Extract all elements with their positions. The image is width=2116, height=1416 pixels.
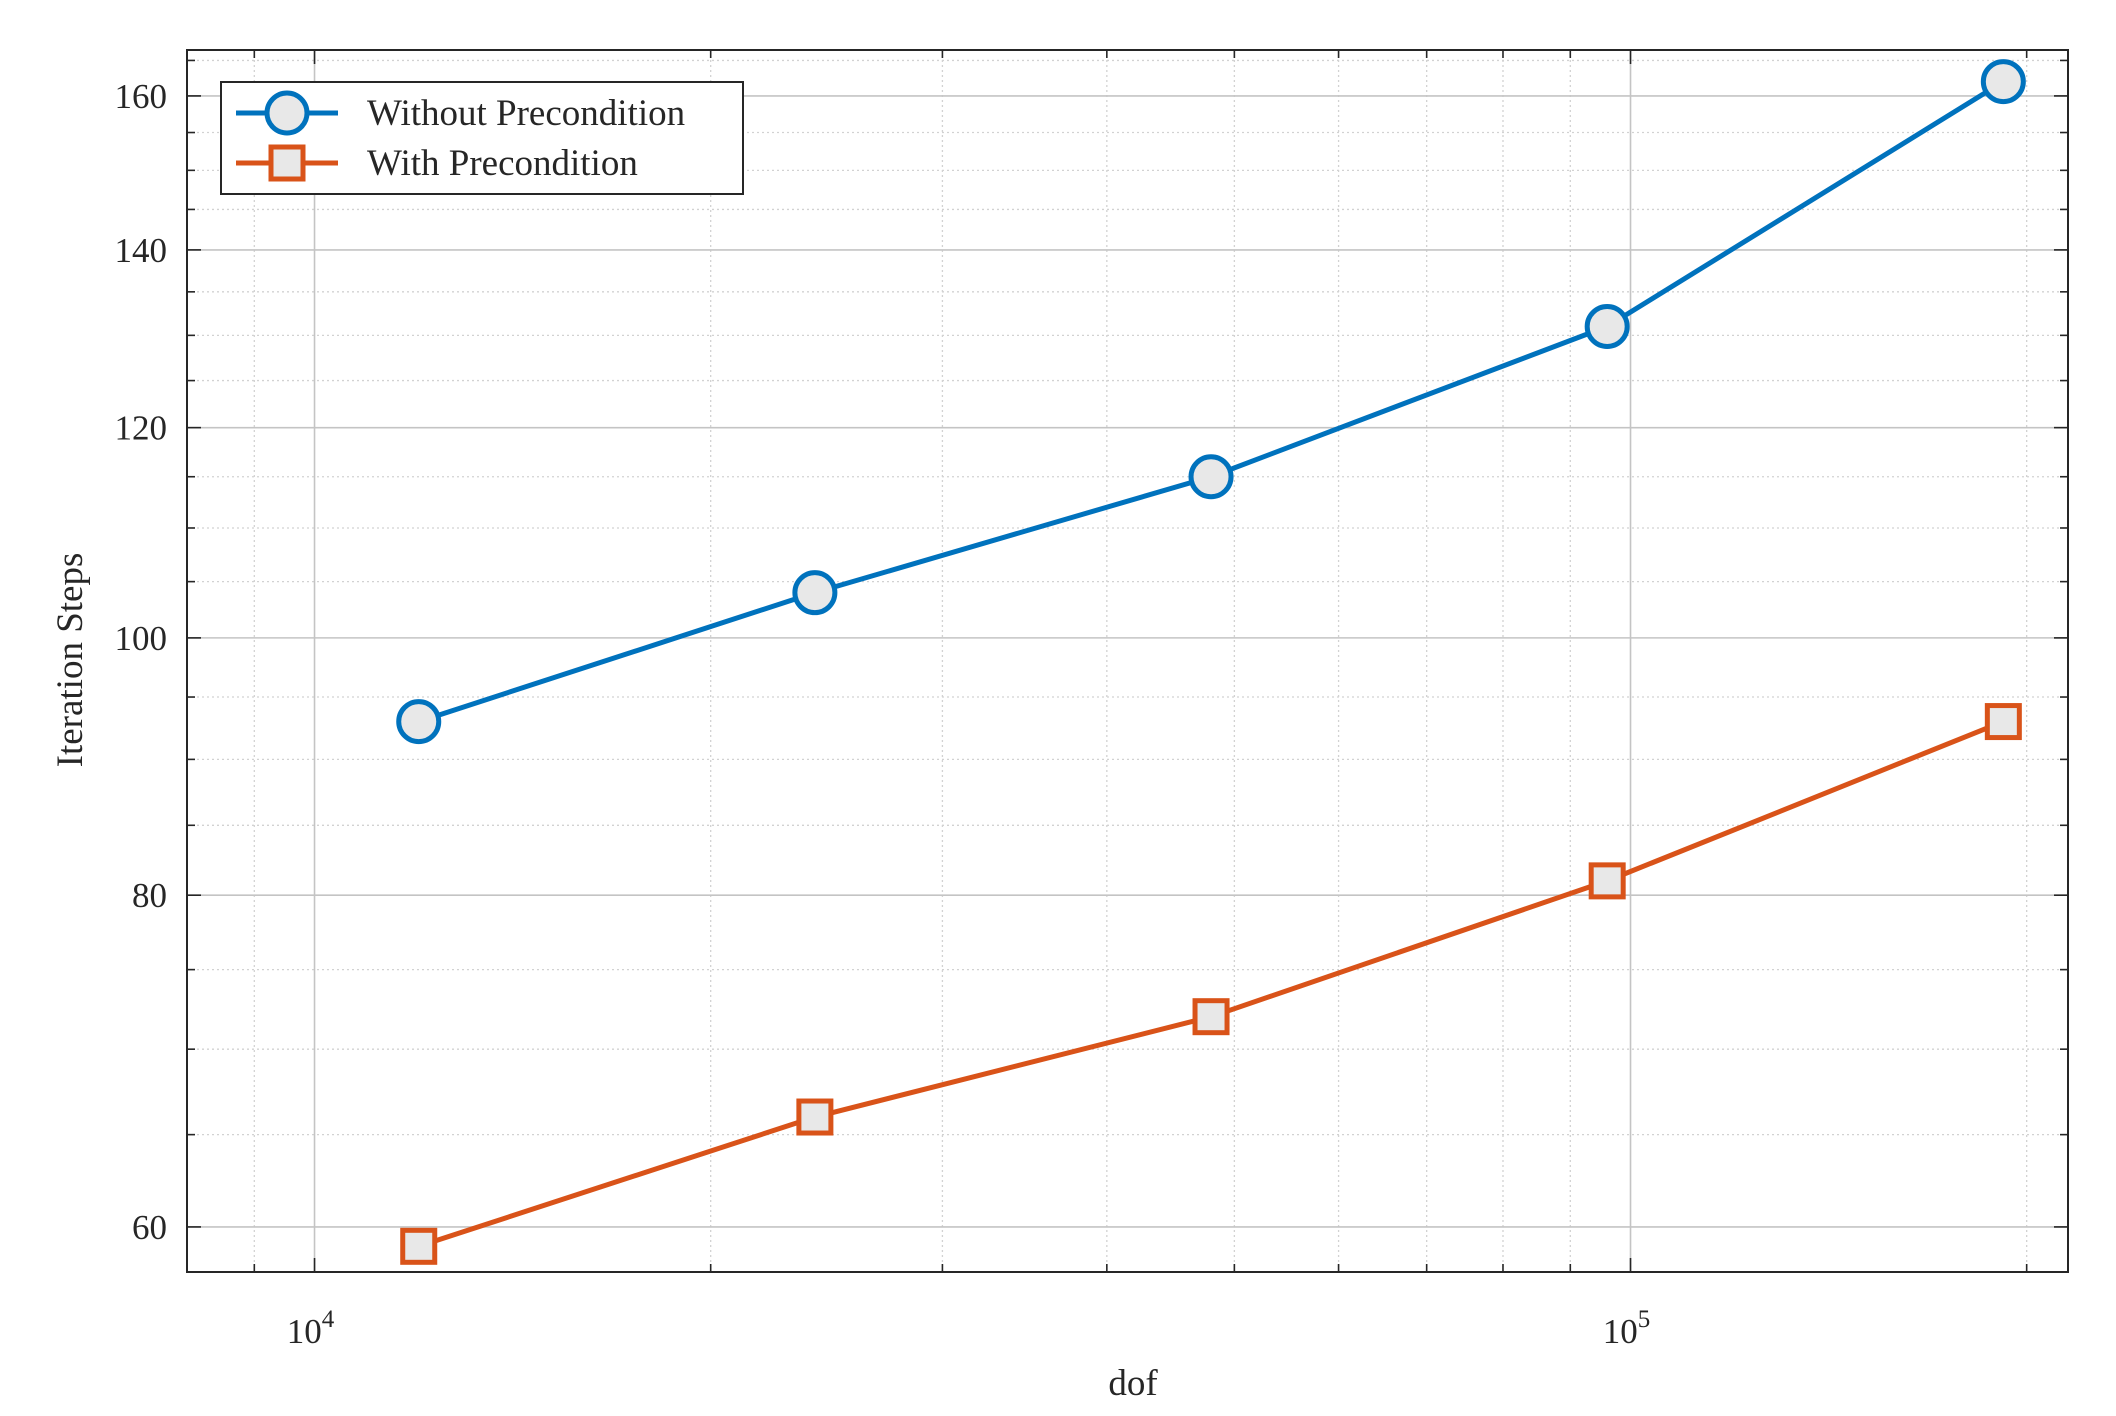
legend-marker (264, 90, 310, 136)
x-axis-title: dof (1108, 1363, 1158, 1404)
y-axis-title: Iteration Steps (50, 553, 91, 768)
y-tick-label: 100 (115, 619, 168, 658)
y-tick-label: 160 (115, 77, 168, 116)
x-tick-label: 105 (1603, 1306, 1651, 1351)
axes: 104 105 60 80 100 120 140 160 (115, 49, 2069, 1351)
plot-frame (186, 49, 2069, 1273)
data-point (1584, 304, 1630, 350)
legend-label: Without Precondition (367, 93, 685, 134)
data-point (1588, 862, 1626, 900)
y-tick-label: 60 (132, 1208, 167, 1247)
data-point (400, 1227, 438, 1265)
data-point (1984, 703, 2022, 741)
data-point (1188, 454, 1234, 500)
legend-box (220, 81, 744, 195)
legend: Without Precondition With Precondition (220, 81, 744, 195)
data-point (792, 570, 838, 616)
legend-label: With Precondition (367, 143, 638, 184)
series-layer (396, 59, 2026, 1265)
data-point (396, 699, 442, 745)
y-tick-label: 80 (132, 876, 167, 915)
y-tick-label: 120 (115, 409, 168, 448)
data-point (1192, 998, 1230, 1036)
x-tick-label: 104 (287, 1306, 335, 1351)
grid (186, 50, 2068, 1272)
data-point (1980, 59, 2026, 105)
y-tick-label: 140 (115, 231, 168, 270)
legend-marker (268, 144, 306, 182)
series-2 (400, 703, 2022, 1265)
data-point (796, 1098, 834, 1136)
series-1 (396, 59, 2026, 745)
